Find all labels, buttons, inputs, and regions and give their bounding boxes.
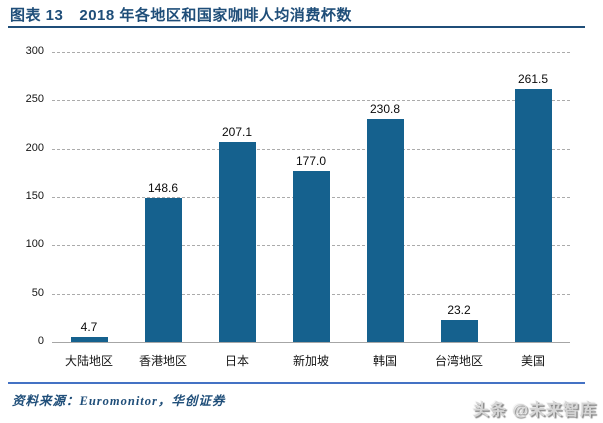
category-label: 日本 <box>224 354 249 368</box>
value-label: 23.2 <box>447 302 471 317</box>
figure-title-text: 2018 年各地区和国家咖啡人均消费杯数 <box>79 7 352 24</box>
bar-韩国 <box>366 118 404 342</box>
y-tick-label: 250 <box>25 93 44 106</box>
bar-台湾地区 <box>440 319 478 342</box>
category-label: 大陆地区 <box>64 354 113 368</box>
value-label: 4.7 <box>80 320 98 335</box>
category-label: 新加坡 <box>292 354 329 368</box>
source-attribution: 资料来源：Euromonitor，华创证券 <box>12 394 226 408</box>
bar-新加坡 <box>292 170 330 342</box>
y-tick-label: 50 <box>31 286 44 299</box>
y-tick-label: 200 <box>25 141 44 154</box>
y-tick-label: 100 <box>25 238 44 251</box>
category-label: 台湾地区 <box>434 354 483 368</box>
footer-divider-rule <box>8 382 585 384</box>
value-label: 207.1 <box>221 124 253 139</box>
bar-日本 <box>218 141 256 342</box>
category-label: 香港地区 <box>138 354 187 368</box>
gridline-200 <box>52 148 570 150</box>
value-label: 177.0 <box>295 153 327 168</box>
y-tick-label: 150 <box>25 190 44 202</box>
y-tick-label: 0 <box>37 335 44 347</box>
value-label: 230.8 <box>369 101 401 116</box>
figure-title: 图表 13 2018 年各地区和国家咖啡人均消费杯数 <box>10 4 352 25</box>
bar-美国 <box>514 89 552 342</box>
bar-香港地区 <box>144 198 182 342</box>
bar-大陆地区 <box>70 337 108 342</box>
category-label: 美国 <box>520 354 545 368</box>
value-label: 148.6 <box>147 181 179 196</box>
gridline-300 <box>52 52 570 53</box>
category-label: 韩国 <box>372 354 397 368</box>
gridline-250 <box>52 100 570 102</box>
title-divider-rule <box>8 26 585 28</box>
value-label: 261.5 <box>517 72 549 87</box>
watermark-text: 头条 @未来智库 <box>472 402 597 419</box>
figure-number-label: 图表 13 <box>10 7 64 24</box>
x-axis-line <box>52 342 570 343</box>
y-tick-label: 300 <box>25 45 44 57</box>
